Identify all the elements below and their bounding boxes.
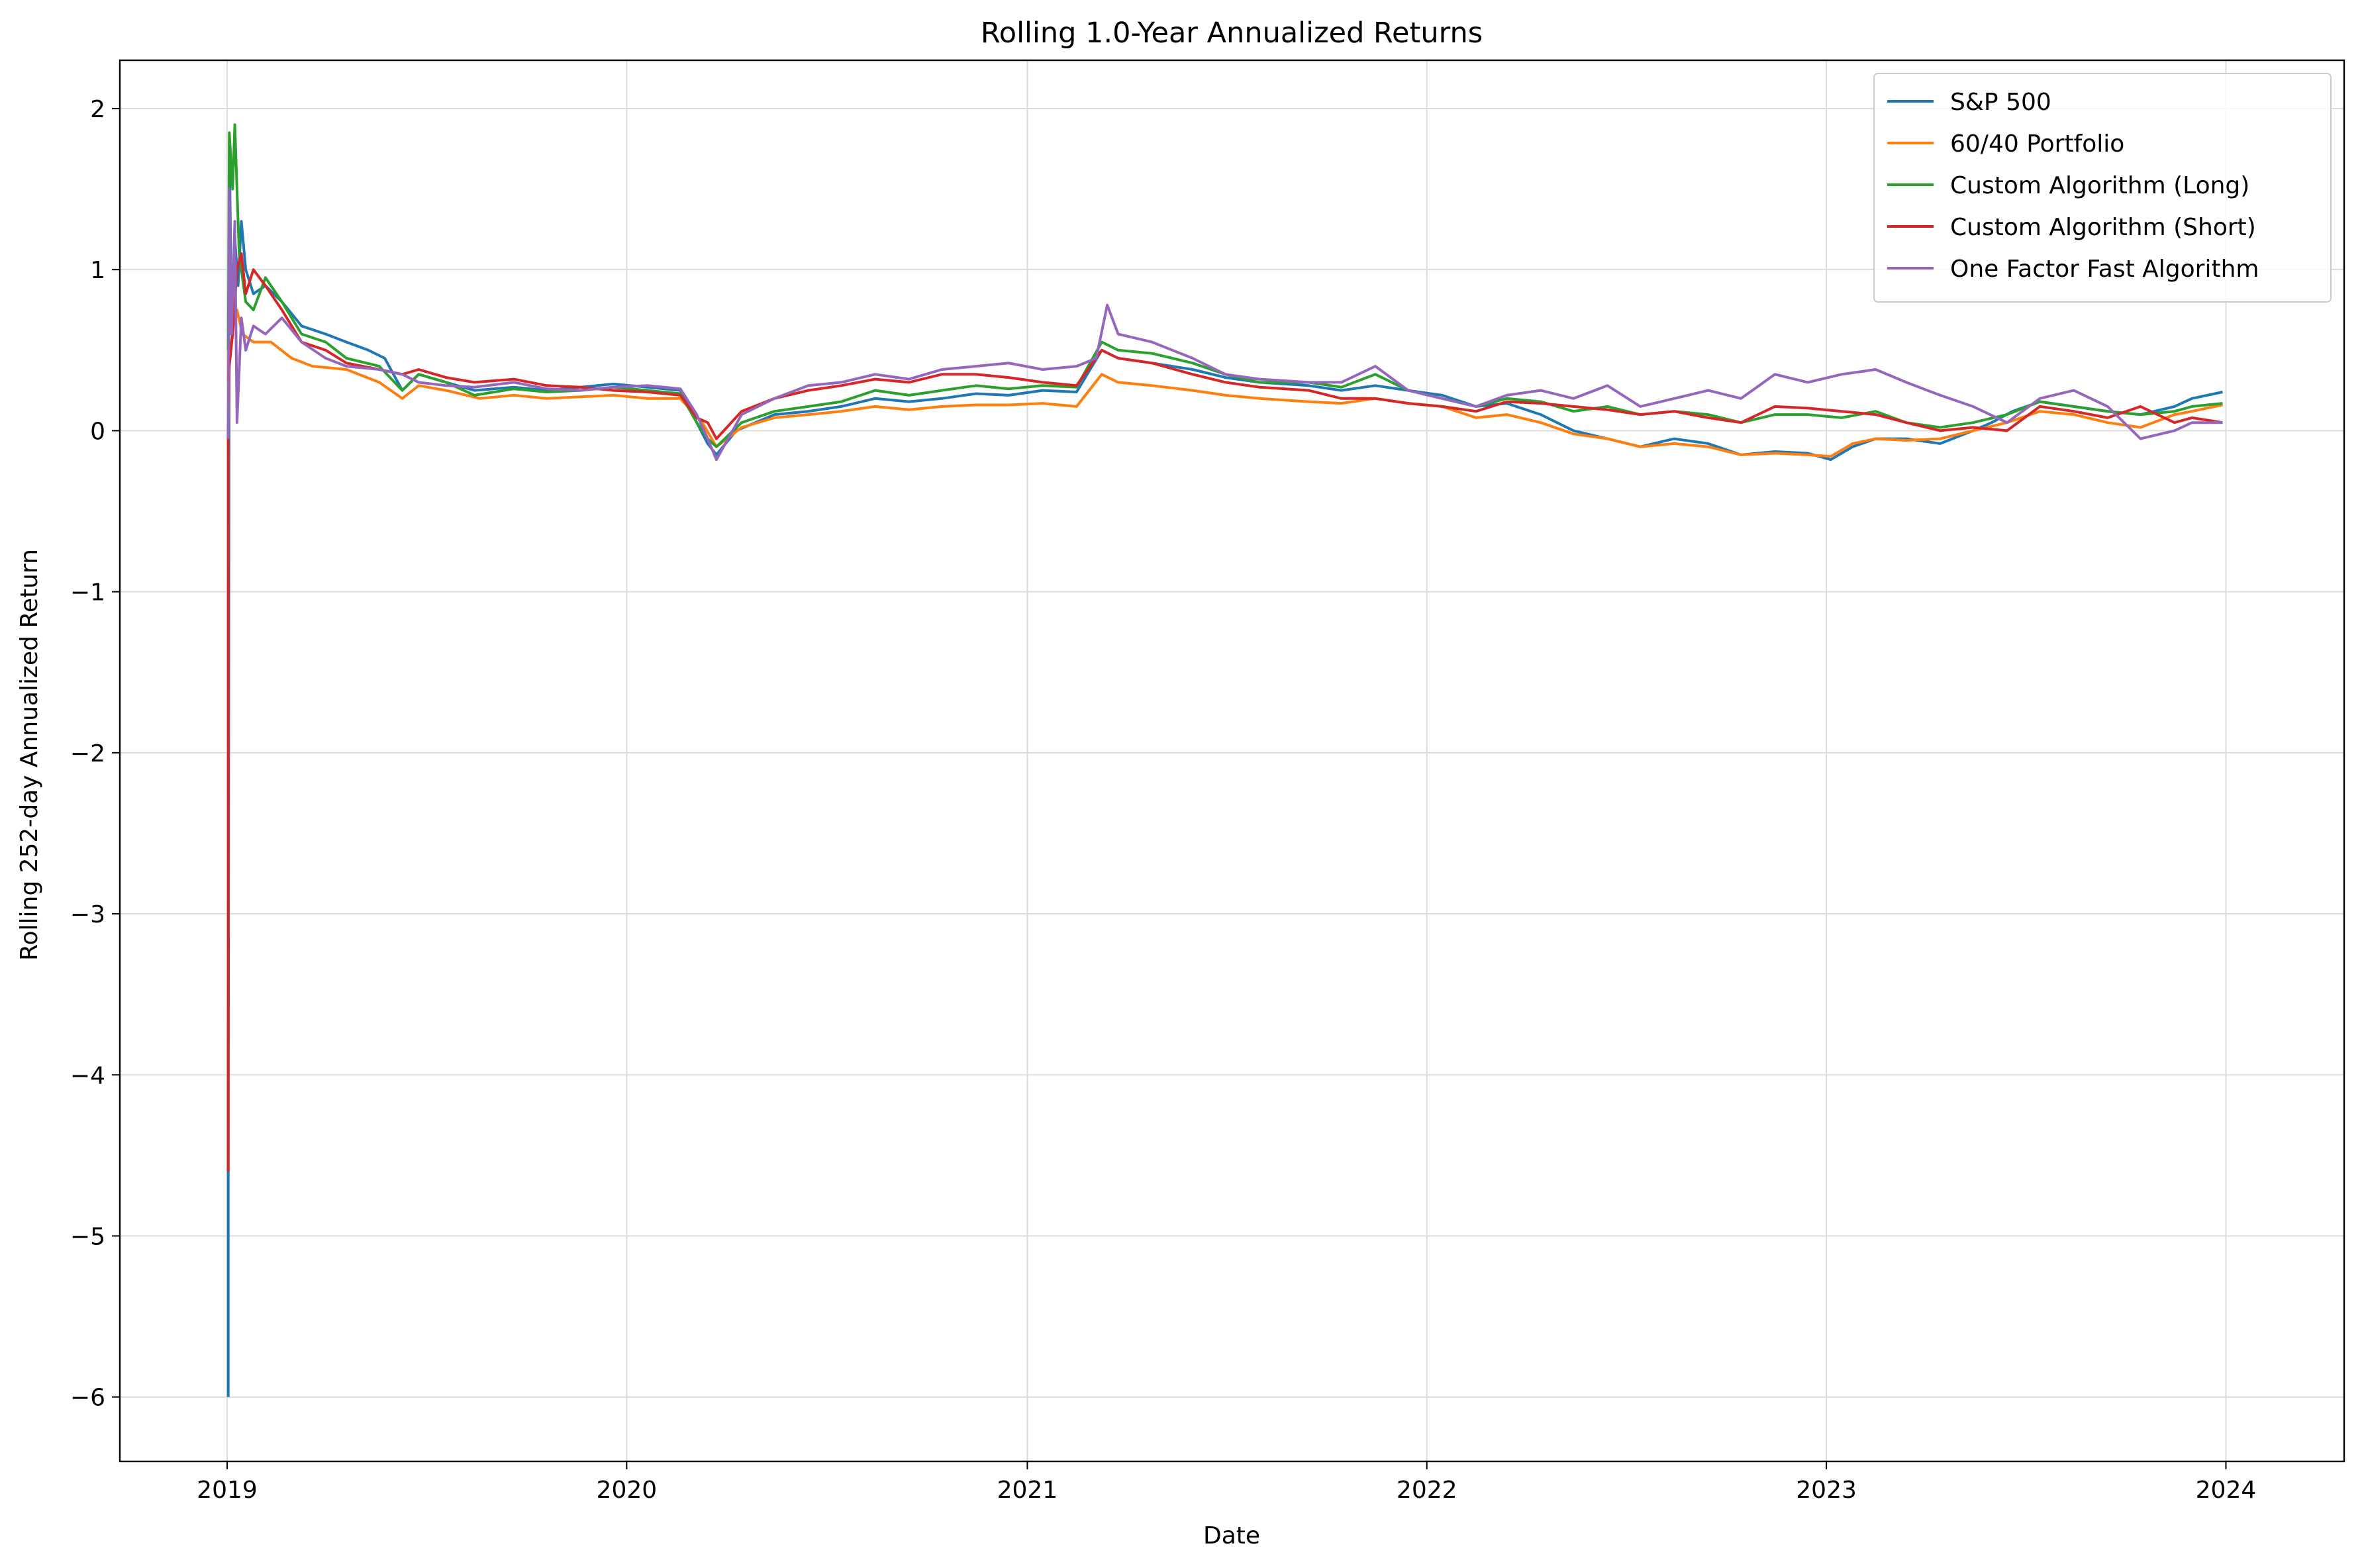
legend-label: Custom Algorithm (Long) — [1950, 172, 2249, 199]
y-axis-title: Rolling 252-day Annualized Return — [16, 549, 43, 961]
x-tick-label: 2022 — [1397, 1477, 1457, 1504]
x-axis: 2019 2020 2021 2022 2023 2024 — [197, 1461, 2256, 1504]
x-axis-title: Date — [1203, 1522, 1260, 1549]
x-tick-label: 2019 — [197, 1477, 258, 1504]
x-tick-label: 2024 — [2196, 1477, 2257, 1504]
chart-title: Rolling 1.0-Year Annualized Returns — [981, 17, 1483, 50]
y-axis: −6 −5 −4 −3 −2 −1 0 1 2 — [70, 96, 120, 1412]
series-line-3 — [226, 123, 2223, 448]
grid — [120, 60, 2344, 1461]
legend: S&P 500 60/40 Portfolio Custom Algorithm (… — [1873, 73, 2332, 303]
legend-box — [1873, 73, 2332, 303]
legend-label: One Factor Fast Algorithm — [1950, 256, 2259, 283]
y-tick-label: −6 — [70, 1385, 105, 1412]
x-tick-label: 2020 — [597, 1477, 658, 1504]
series-line-1 — [226, 139, 2223, 1397]
y-tick-label: 2 — [90, 96, 105, 123]
plot-series — [226, 123, 2223, 1397]
y-tick-label: −5 — [70, 1223, 105, 1250]
legend-label: 60/40 Portfolio — [1950, 130, 2124, 158]
y-tick-label: −1 — [70, 579, 105, 607]
legend-label: S&P 500 — [1950, 89, 2051, 116]
y-tick-label: −4 — [70, 1062, 105, 1089]
series-line-5 — [226, 187, 2223, 462]
y-tick-label: −2 — [70, 740, 105, 767]
plot-frame — [119, 59, 2345, 1463]
y-tick-label: 1 — [90, 257, 105, 284]
series-line-2 — [226, 284, 2223, 458]
x-tick-label: 2023 — [1796, 1477, 1857, 1504]
series-line-4 — [226, 252, 2223, 1172]
legend-label: Custom Algorithm (Short) — [1950, 214, 2256, 241]
y-tick-label: 0 — [90, 418, 105, 445]
y-tick-label: −3 — [70, 901, 105, 928]
x-tick-label: 2021 — [997, 1477, 1058, 1504]
